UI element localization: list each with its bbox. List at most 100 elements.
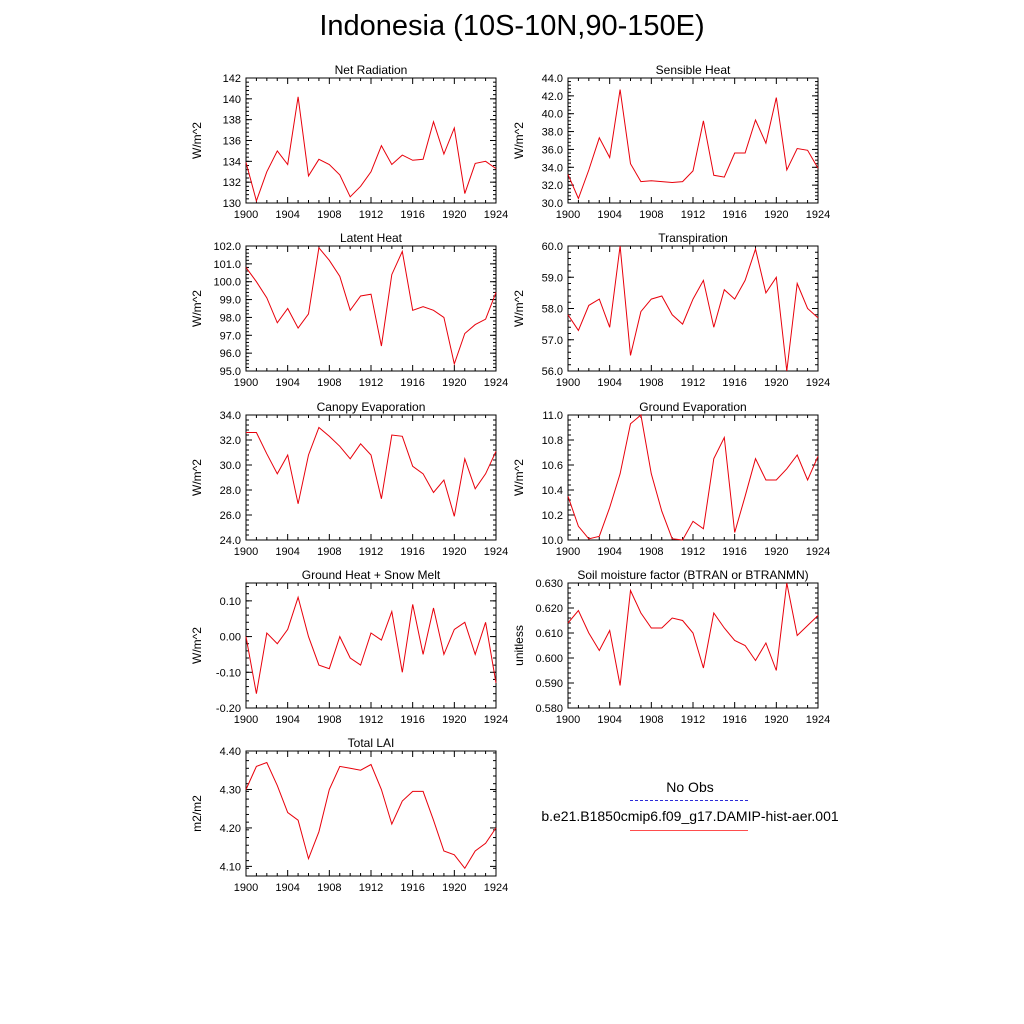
x-tick-label: 1924	[484, 882, 508, 894]
x-tick-label: 1900	[556, 546, 580, 558]
x-tick-label: 1924	[806, 546, 830, 558]
chart-panel-4: 1900 1904 1908 1912 1916 1920 1924 24.0 26.0 28.0…	[190, 400, 508, 558]
y-axis-label: W/m^2	[512, 290, 526, 327]
x-tick-label: 1916	[400, 209, 424, 221]
y-tick-label: 30.0	[220, 460, 241, 472]
x-tick-label: 1908	[317, 546, 341, 558]
x-tick-label: 1908	[317, 882, 341, 894]
y-tick-label: 10.2	[542, 510, 563, 522]
series-line-0	[245, 96, 497, 203]
plot-frame	[245, 77, 497, 204]
x-tick-label: 1900	[556, 209, 580, 221]
y-tick-label: 142	[223, 73, 241, 85]
y-tick-label: 59.0	[542, 272, 563, 284]
y-tick-label: 57.0	[542, 335, 563, 347]
x-tick-label: 1904	[275, 209, 299, 221]
x-tick-label: 1920	[442, 546, 466, 558]
x-tick-label: 1900	[556, 377, 580, 389]
x-tick-label: 1924	[484, 209, 508, 221]
x-tick-label: 1908	[639, 209, 663, 221]
x-tick-label: 1900	[234, 209, 258, 221]
y-tick-label: 24.0	[220, 535, 241, 547]
y-tick-label: 10.0	[542, 535, 563, 547]
y-tick-label: 102.0	[213, 241, 241, 253]
y-tick-label: 96.0	[220, 348, 241, 360]
panel-title: Soil moisture factor (BTRAN or BTRANMN)	[577, 568, 808, 582]
x-tick-label: 1920	[764, 377, 788, 389]
x-tick-label: 1916	[722, 209, 746, 221]
x-tick-label: 1912	[359, 882, 383, 894]
y-tick-label: 4.20	[220, 823, 241, 835]
x-tick-label: 1924	[806, 714, 830, 726]
y-tick-label: 138	[223, 115, 241, 127]
x-tick-label: 1916	[722, 714, 746, 726]
y-tick-label: 132	[223, 177, 241, 189]
legend-obs-line	[630, 800, 748, 801]
y-axis-label: W/m^2	[512, 459, 526, 496]
y-tick-label: 0.610	[535, 628, 563, 640]
x-tick-label: 1904	[597, 546, 621, 558]
x-tick-label: 1912	[681, 714, 705, 726]
y-tick-label: 4.40	[220, 746, 241, 758]
chart-panel-5: 1900 1904 1908 1912 1916 1920 1924 10.0 10.2 10.4…	[512, 400, 830, 558]
series-line-0	[246, 426, 497, 517]
x-tick-label: 1904	[275, 546, 299, 558]
x-tick-label: 1920	[442, 882, 466, 894]
y-tick-label: 0.580	[535, 703, 563, 715]
series-line-0	[567, 582, 819, 686]
x-tick-label: 1904	[597, 377, 621, 389]
y-tick-label: 42.0	[542, 91, 563, 103]
series-line-0	[567, 89, 819, 200]
y-tick-label: 32.0	[220, 435, 241, 447]
x-tick-label: 1924	[484, 714, 508, 726]
y-tick-label: 32.0	[542, 180, 563, 192]
y-tick-label: 98.0	[220, 312, 241, 324]
x-tick-label: 1908	[639, 714, 663, 726]
y-tick-label: 0.620	[535, 603, 563, 615]
y-tick-label: 134	[223, 156, 241, 168]
plot-frame	[567, 77, 819, 204]
panel-title: Ground Evaporation	[639, 400, 746, 414]
legend-model-line	[630, 830, 748, 831]
x-tick-label: 1924	[484, 546, 508, 558]
x-tick-label: 1904	[275, 882, 299, 894]
series-line-0	[245, 761, 497, 870]
y-tick-label: 97.0	[220, 330, 241, 342]
series-line-0	[245, 595, 497, 694]
x-tick-label: 1912	[681, 546, 705, 558]
plot-frame	[245, 582, 497, 709]
y-tick-label: 130	[223, 198, 241, 210]
x-tick-label: 1916	[400, 714, 424, 726]
x-tick-label: 1908	[317, 209, 341, 221]
series-line-0	[567, 414, 819, 541]
page-title: Indonesia (10S-10N,90-150E)	[319, 10, 705, 42]
x-tick-label: 1908	[639, 546, 663, 558]
panel-title: Canopy Evaporation	[317, 400, 426, 414]
x-tick-label: 1900	[556, 714, 580, 726]
x-tick-label: 1920	[764, 714, 788, 726]
chart-panel-8: 1900 1904 1908 1912 1916 1920 1924 4.10 4.20 4.30…	[190, 736, 508, 894]
panel-title: Transpiration	[658, 231, 728, 245]
x-tick-label: 1912	[681, 209, 705, 221]
x-tick-label: 1916	[400, 377, 424, 389]
y-tick-label: -0.10	[216, 667, 241, 679]
series-line-0	[245, 246, 497, 366]
x-tick-label: 1912	[359, 546, 383, 558]
y-tick-label: 56.0	[542, 366, 563, 378]
legend-obs-label: No Obs	[666, 779, 714, 795]
y-tick-label: 95.0	[220, 366, 241, 378]
chart-panel-7: 1900 1904 1908 1912 1916 1920 1924 0.580 0.590 0.…	[512, 568, 830, 726]
x-tick-label: 1900	[234, 714, 258, 726]
legend-model-label: b.e21.B1850cmip6.f09_g17.DAMIP-hist-aer.…	[541, 808, 839, 824]
y-axis-label: W/m^2	[190, 627, 204, 664]
plot-frame	[567, 582, 819, 709]
plot-frame	[567, 245, 819, 372]
y-tick-label: 0.10	[220, 596, 241, 608]
x-tick-label: 1904	[275, 377, 299, 389]
y-tick-label: 60.0	[542, 241, 563, 253]
x-tick-label: 1912	[359, 714, 383, 726]
x-tick-label: 1916	[722, 546, 746, 558]
y-tick-label: 10.8	[542, 435, 563, 447]
chart-panel-0: 1900 1904 1908 1912 1916 1920 1924 130 132 134 136…	[190, 63, 508, 221]
